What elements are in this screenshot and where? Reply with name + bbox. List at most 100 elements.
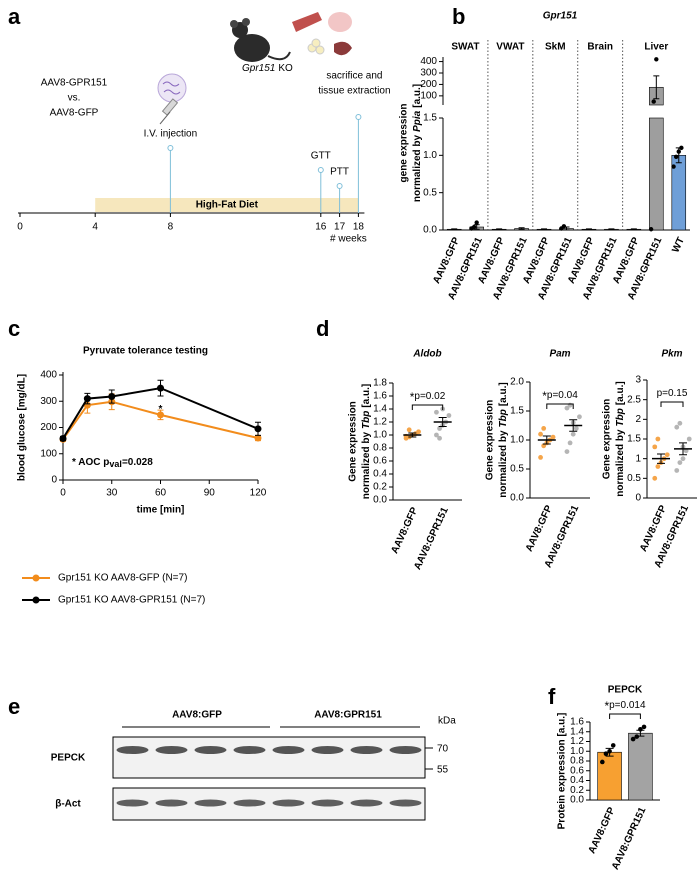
data-point — [610, 743, 616, 748]
data-point — [648, 227, 654, 232]
data-point — [652, 475, 658, 481]
p-value: *p=0.04 — [542, 389, 578, 403]
data-point — [607, 748, 612, 754]
series-marker — [157, 411, 164, 419]
x-tick-label: 120 — [250, 488, 267, 499]
data-point — [673, 154, 679, 160]
y-tick-label: 3 — [635, 375, 641, 386]
y-tick-label: 1 — [635, 453, 641, 464]
data-point — [600, 759, 605, 765]
panel-label: f — [548, 684, 556, 709]
data-point — [674, 468, 680, 473]
error-bar — [451, 228, 458, 231]
y-axis-label-part: Tbp — [498, 409, 509, 427]
y-tick-label: 1.0 — [373, 430, 387, 441]
y-axis-label-part: normalized by — [412, 134, 423, 202]
data-point — [573, 426, 579, 431]
y-tick-label: 2 — [635, 414, 641, 425]
blot-band — [116, 799, 149, 807]
error-bar — [653, 75, 660, 100]
blot-band — [194, 799, 227, 807]
x-tick-label: AAV8:GPR151 — [610, 805, 649, 871]
data-point — [564, 449, 570, 454]
event-label: GTT — [311, 151, 331, 162]
p-value-part: p=0.02 — [414, 391, 445, 402]
y-tick-label: 0.4 — [570, 775, 584, 786]
blot-band — [311, 746, 344, 754]
group-label: SkM — [545, 42, 566, 53]
data-point — [638, 727, 643, 732]
annotation-part: =0.028 — [122, 457, 153, 468]
y-axis-label-part: normalized by — [615, 429, 626, 497]
data-point — [474, 220, 479, 225]
chart-title: Aldob — [412, 349, 441, 360]
y-tick-label: 0 — [51, 475, 57, 486]
y-tick-label: 0.0 — [510, 493, 524, 504]
data-point — [655, 464, 661, 469]
y-tick-label: 100 — [40, 448, 57, 459]
panel-label: e — [8, 694, 20, 719]
y-axis-label-part: Ppia — [412, 110, 423, 132]
y-tick-label: 1.5 — [510, 406, 524, 417]
week-label: 17 — [334, 222, 346, 233]
y-axis-label-part: [a.u.] — [498, 382, 509, 406]
error-bar — [541, 228, 548, 231]
blot-band — [194, 746, 227, 754]
y-tick-label: 400 — [40, 370, 57, 381]
error-bar — [657, 453, 665, 464]
y-tick-label: 1.5 — [627, 434, 641, 445]
data-point — [652, 444, 658, 450]
error-bar — [496, 228, 503, 231]
event-label: sacrifice and — [326, 71, 382, 82]
y-tick-label: 0.5 — [627, 473, 641, 484]
event-marker — [317, 167, 324, 173]
y-axis-label-part: Tbp — [361, 411, 372, 429]
data-point — [434, 432, 439, 438]
x-tick-label: 30 — [106, 488, 118, 499]
lane-group-label: AAV8:GPR151 — [314, 710, 382, 721]
y-tick-label: 2.5 — [627, 394, 641, 405]
y-tick-label: 200 — [420, 79, 437, 90]
y-tick-label: 300 — [420, 68, 437, 79]
chart-title: Pyruvate tolerance testing — [83, 346, 208, 357]
blot-band — [155, 746, 188, 754]
legend-label: Gpr151 KO AAV8-GFP (N=7) — [58, 573, 187, 584]
data-point — [538, 455, 543, 460]
error-bar — [542, 435, 551, 445]
diet-label: High-Fat Diet — [196, 200, 259, 211]
error-bar — [438, 416, 447, 428]
blot-band — [116, 746, 149, 754]
lane-group-label: AAV8:GFP — [172, 710, 222, 721]
error-bar — [473, 224, 480, 230]
y-axis-label: Protein expression [a.u.] — [557, 713, 568, 830]
data-point — [561, 224, 567, 229]
error-bar — [608, 228, 615, 231]
panel-label: d — [316, 316, 329, 341]
treatment-label: AAV8-GPR151 — [41, 78, 108, 89]
marker-label: 70 — [437, 744, 449, 755]
y-tick-label: 1.0 — [510, 435, 524, 446]
event-marker — [355, 114, 362, 120]
data-point — [577, 414, 582, 420]
bar — [628, 732, 653, 801]
y-axis-label: Gene expression — [348, 401, 359, 482]
y-tick-label: 1.8 — [373, 378, 387, 389]
data-point — [471, 224, 477, 230]
diet-bar — [95, 198, 359, 212]
y-tick-label: 0.2 — [373, 482, 387, 493]
y-axis-label-part: normalized by — [361, 432, 372, 500]
data-point — [406, 427, 412, 433]
blot-band — [272, 799, 305, 807]
blot-band — [389, 799, 422, 807]
chart-title: Gpr151 — [543, 11, 578, 22]
data-point — [550, 434, 556, 440]
group-label: SWAT — [451, 42, 479, 53]
p-value-part: * — [604, 699, 609, 713]
blot-band — [389, 746, 422, 754]
blot-band — [350, 799, 383, 807]
y-tick-label: 2.0 — [510, 377, 524, 388]
data-point — [603, 751, 609, 756]
y-tick-label: 0.8 — [570, 756, 584, 767]
y-tick-label: 0.6 — [373, 456, 387, 467]
